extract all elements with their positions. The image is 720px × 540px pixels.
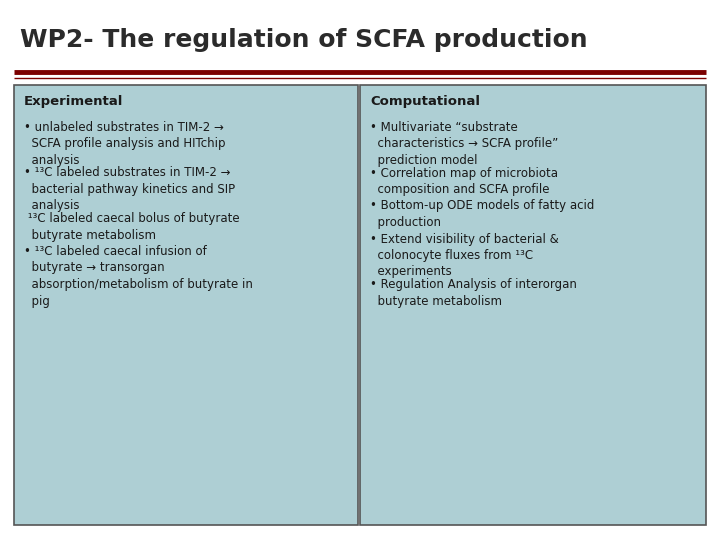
FancyBboxPatch shape xyxy=(360,85,706,525)
Text: • Regulation Analysis of interorgan
  butyrate metabolism: • Regulation Analysis of interorgan buty… xyxy=(370,278,577,307)
Text: • ¹³C labeled substrates in TIM-2 →
  bacterial pathway kinetics and SIP
  analy: • ¹³C labeled substrates in TIM-2 → bact… xyxy=(24,166,235,213)
Text: • Bottom-up ODE models of fatty acid
  production: • Bottom-up ODE models of fatty acid pro… xyxy=(370,199,595,229)
Text: Computational: Computational xyxy=(370,95,480,108)
Text: • Multivariate “substrate
  characteristics → SCFA profile”
  prediction model: • Multivariate “substrate characteristic… xyxy=(370,121,558,167)
Text: ¹³C labeled caecal bolus of butyrate
  butyrate metabolism: ¹³C labeled caecal bolus of butyrate but… xyxy=(24,212,240,241)
Text: • Correlation map of microbiota
  composition and SCFA profile: • Correlation map of microbiota composit… xyxy=(370,166,558,196)
Text: • unlabeled substrates in TIM-2 →
  SCFA profile analysis and HITchip
  analysis: • unlabeled substrates in TIM-2 → SCFA p… xyxy=(24,121,225,167)
Text: • Extend visibility of bacterial &
  colonocyte fluxes from ¹³C
  experiments: • Extend visibility of bacterial & colon… xyxy=(370,233,559,279)
Text: WP2- The regulation of SCFA production: WP2- The regulation of SCFA production xyxy=(20,28,588,52)
FancyBboxPatch shape xyxy=(14,85,358,525)
Text: • ¹³C labeled caecal infusion of
  butyrate → transorgan
  absorption/metabolism: • ¹³C labeled caecal infusion of butyrat… xyxy=(24,245,253,307)
Text: Experimental: Experimental xyxy=(24,95,123,108)
